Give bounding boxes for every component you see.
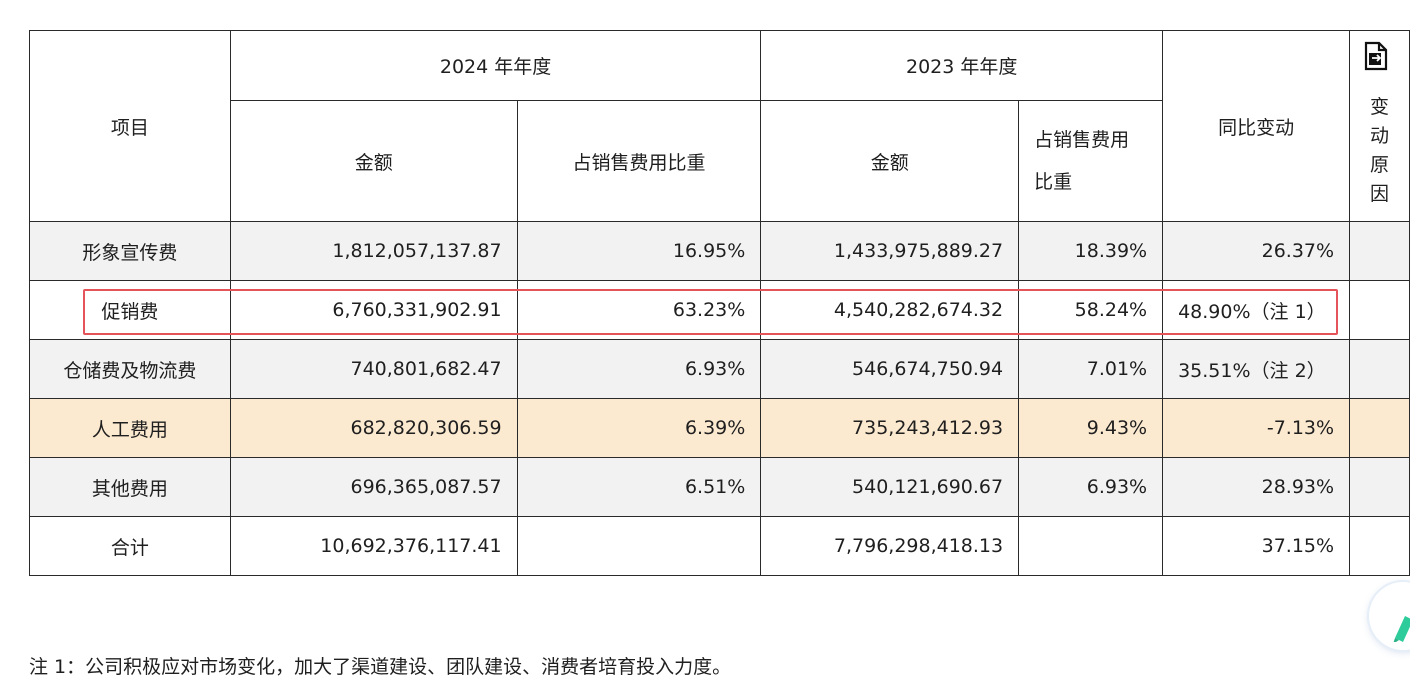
header-amount-2023: 金额 [760,100,1020,222]
row-ratio-2023: 7.01% [1018,339,1164,399]
row-amount-2024: 1,812,057,137.87 [229,221,518,281]
row-reason [1349,280,1410,340]
table-row-other: 其他费用 696,365,087.57 6.51% 540,121,690.67… [29,457,1410,517]
row-item: 人工费用 [29,398,231,458]
header-row-1: 项目 2024 年年度 2023 年年度 同比变动 变动原因 [29,30,1410,222]
row-ratio-2023 [1018,516,1164,576]
row-ratio-2023: 18.39% [1018,221,1164,281]
row-amount-2024: 740,801,682.47 [229,339,518,399]
table-row-labor: 人工费用 682,820,306.59 6.39% 735,243,412.93… [29,398,1410,458]
table-row-warehouse-logistics: 仓储费及物流费 740,801,682.47 6.93% 546,674,750… [29,339,1410,399]
row-ratio-2024: 6.93% [516,339,762,399]
row-amount-2023: 735,243,412.93 [760,398,1020,458]
row-amount-2023: 4,540,282,674.32 [760,280,1020,340]
row-reason [1349,516,1410,576]
floating-action-button[interactable] [1369,582,1410,650]
row-ratio-2023: 58.24% [1018,280,1164,340]
sales-expense-table: 项目 2024 年年度 2023 年年度 同比变动 变动原因 [29,30,1410,576]
row-amount-2024: 6,760,331,902.91 [229,280,518,340]
header-ratio-2024: 占销售费用比重 [516,100,762,222]
row-reason [1349,398,1410,458]
row-yoy: 37.15% [1162,516,1351,576]
row-amount-2023: 546,674,750.94 [760,339,1020,399]
row-yoy: 35.51%（注 2） [1162,339,1351,399]
row-ratio-2024: 6.51% [516,457,762,517]
row-amount-2023: 1,433,975,889.27 [760,221,1020,281]
row-yoy: 26.37% [1162,221,1351,281]
header-item: 项目 [29,30,231,222]
row-yoy: 28.93% [1162,457,1351,517]
pen-icon [1381,602,1410,644]
header-amount-2024: 金额 [229,100,518,222]
row-item: 形象宣传费 [29,221,231,281]
row-item: 其他费用 [29,457,231,517]
header-yoy-change: 同比变动 [1162,30,1351,222]
document-icon[interactable] [1363,41,1389,71]
table-row-total: 合计 10,692,376,117.41 7,796,298,418.13 37… [29,516,1410,576]
row-ratio-2024: 63.23% [516,280,762,340]
row-yoy: 48.90%（注 1） [1162,280,1351,340]
row-amount-2024: 10,692,376,117.41 [229,516,518,576]
row-reason [1349,457,1410,517]
row-amount-2023: 7,796,298,418.13 [760,516,1020,576]
row-ratio-2024: 6.39% [516,398,762,458]
header-year-2024: 2024 年年度 [229,30,762,101]
header-row-2: 金额 占销售费用比重 金额 占销售费用比重 [30,100,1410,222]
row-amount-2024: 696,365,087.57 [229,457,518,517]
row-ratio-2023: 6.93% [1018,457,1164,517]
row-ratio-2023: 9.43% [1018,398,1164,458]
row-amount-2024: 682,820,306.59 [229,398,518,458]
header-ratio-2023-cell: 占销售费用比重 [1018,100,1164,222]
table-row-brand-promotion: 形象宣传费 1,812,057,137.87 16.95% 1,433,975,… [29,221,1410,281]
change-reason-label: 变动原因 [1370,96,1390,205]
row-ratio-2024 [516,516,762,576]
row-ratio-2024: 16.95% [516,221,762,281]
header-change-reason: 变动原因 [1349,30,1410,222]
row-reason [1349,339,1410,399]
row-item: 促销费 [29,280,231,340]
table-row-promotion: 促销费 6,760,331,902.91 63.23% 4,540,282,67… [29,280,1410,340]
header-year-2023: 2023 年年度 [760,30,1164,101]
row-item: 仓储费及物流费 [29,339,231,399]
footnote-1: 注 1：公司积极应对市场变化，加大了渠道建设、团队建设、消费者培育投入力度。 [29,656,732,678]
row-item: 合计 [29,516,231,576]
header-ratio-2023: 占销售费用比重 [1034,129,1130,193]
row-reason [1349,221,1410,281]
row-yoy: -7.13% [1162,398,1351,458]
row-amount-2023: 540,121,690.67 [760,457,1020,517]
